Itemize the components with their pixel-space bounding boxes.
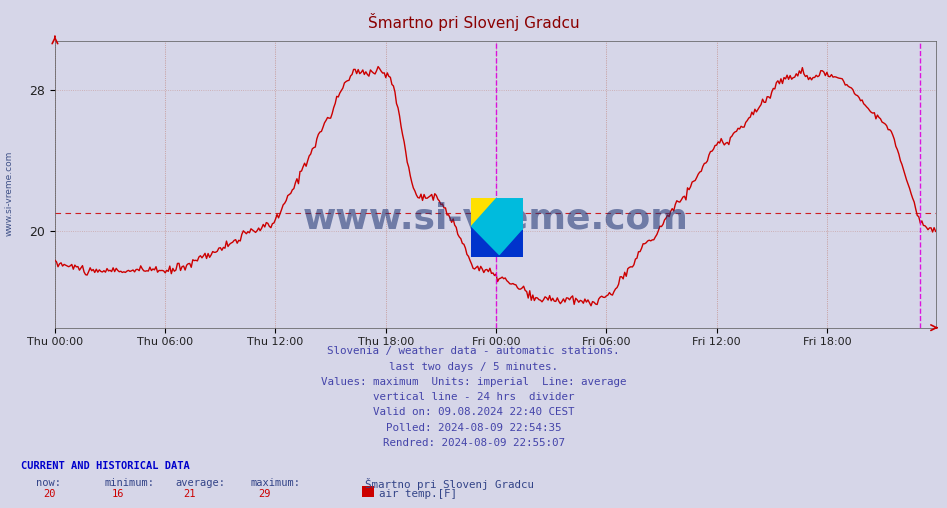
Text: CURRENT AND HISTORICAL DATA: CURRENT AND HISTORICAL DATA	[21, 461, 189, 471]
Text: Slovenia / weather data - automatic stations.: Slovenia / weather data - automatic stat…	[328, 346, 619, 357]
Text: Šmartno pri Slovenj Gradcu: Šmartno pri Slovenj Gradcu	[365, 478, 533, 490]
Text: average:: average:	[175, 478, 225, 488]
Text: 20: 20	[44, 489, 56, 499]
Text: maximum:: maximum:	[251, 478, 301, 488]
Text: Šmartno pri Slovenj Gradcu: Šmartno pri Slovenj Gradcu	[367, 13, 580, 30]
Text: 29: 29	[259, 489, 271, 499]
Text: Valid on: 09.08.2024 22:40 CEST: Valid on: 09.08.2024 22:40 CEST	[373, 407, 574, 418]
Text: now:: now:	[36, 478, 61, 488]
Text: Values: maximum  Units: imperial  Line: average: Values: maximum Units: imperial Line: av…	[321, 377, 626, 387]
Text: minimum:: minimum:	[104, 478, 154, 488]
Text: last two days / 5 minutes.: last two days / 5 minutes.	[389, 362, 558, 372]
Text: 16: 16	[112, 489, 124, 499]
Text: vertical line - 24 hrs  divider: vertical line - 24 hrs divider	[373, 392, 574, 402]
Polygon shape	[471, 198, 523, 257]
Text: www.si-vreme.com: www.si-vreme.com	[302, 202, 688, 236]
Text: Rendred: 2024-08-09 22:55:07: Rendred: 2024-08-09 22:55:07	[383, 438, 564, 448]
Text: www.si-vreme.com: www.si-vreme.com	[5, 150, 14, 236]
Text: Polled: 2024-08-09 22:54:35: Polled: 2024-08-09 22:54:35	[385, 423, 562, 433]
Text: air temp.[F]: air temp.[F]	[379, 489, 456, 499]
Text: 21: 21	[183, 489, 195, 499]
Polygon shape	[471, 228, 523, 257]
Polygon shape	[471, 198, 497, 228]
